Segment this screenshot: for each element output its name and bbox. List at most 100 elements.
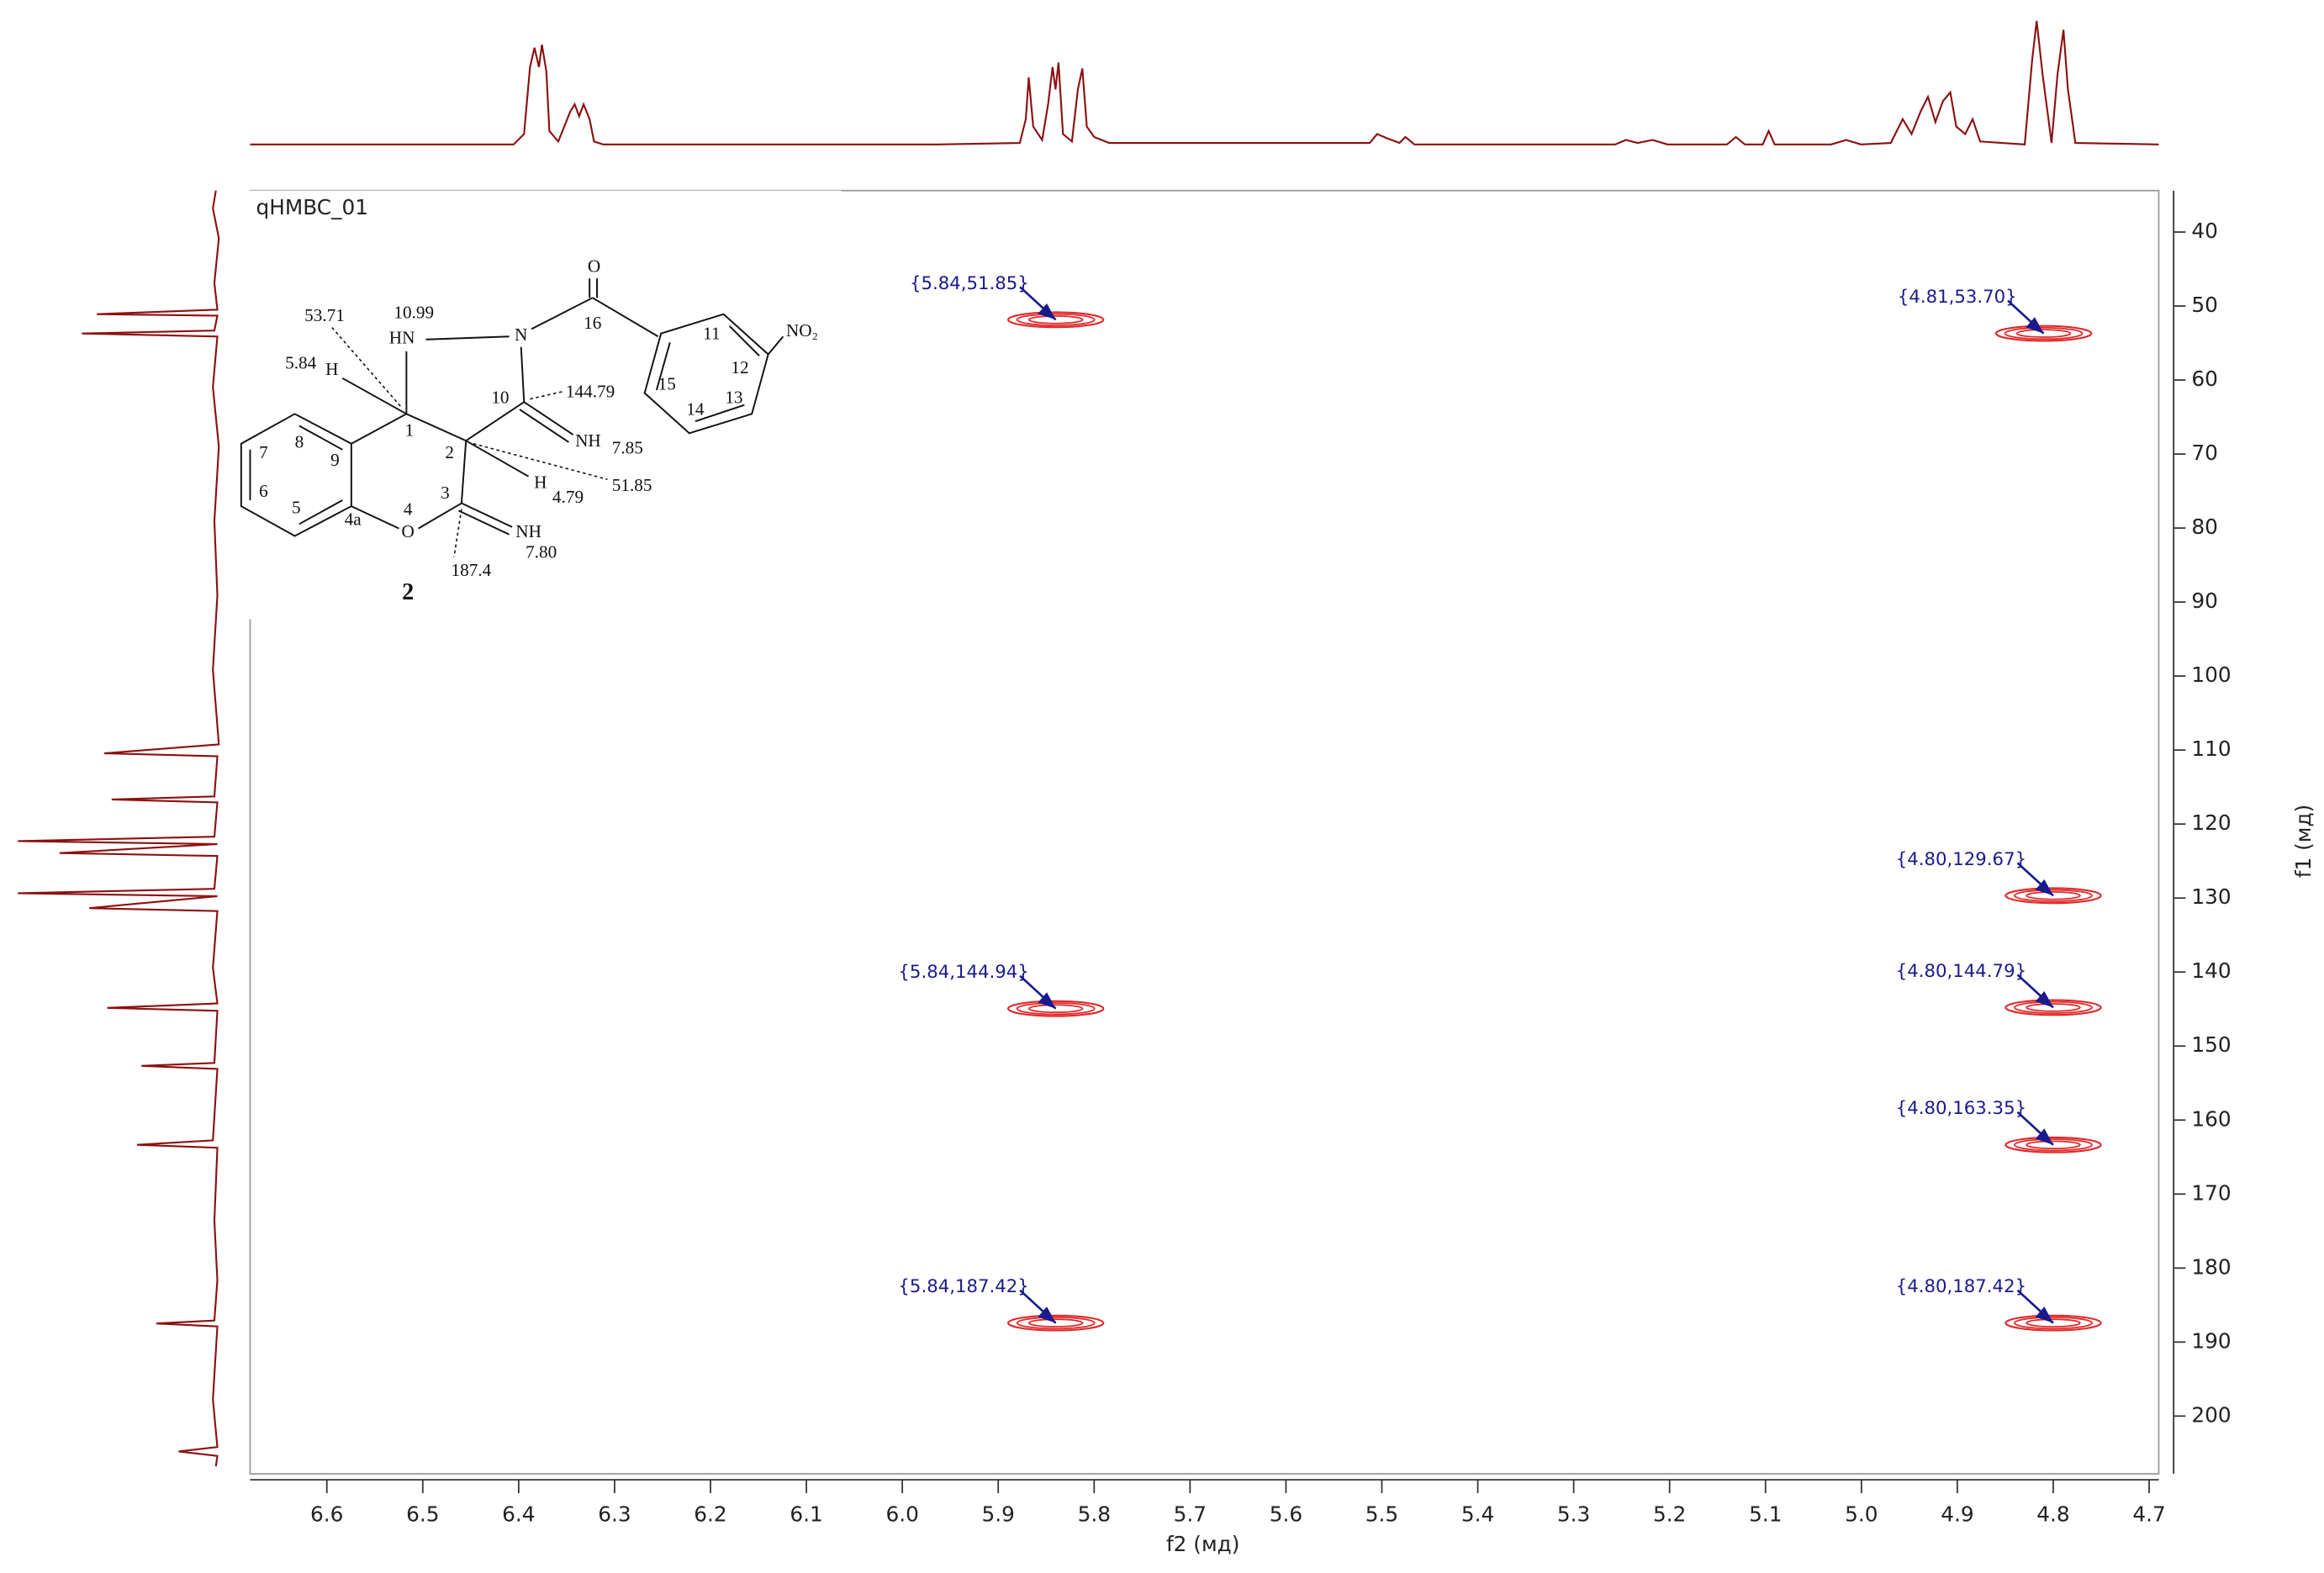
shift-label: 144.79 — [566, 381, 615, 401]
left-projection — [18, 190, 220, 1467]
atom-number: 4 — [404, 499, 413, 519]
bond — [425, 335, 510, 340]
x-tick-label: 6.4 — [502, 1502, 535, 1527]
bond — [531, 297, 594, 330]
bond — [695, 404, 745, 423]
y-tick-label: 70 — [2191, 441, 2218, 465]
cross-peak — [1006, 311, 1105, 329]
bond — [351, 505, 399, 530]
y-tick-label: 170 — [2191, 1180, 2231, 1205]
x-tick-label: 4.9 — [1941, 1502, 1973, 1527]
y-tick-label: 160 — [2191, 1106, 2231, 1131]
plot-frame — [249, 189, 2160, 1475]
compound-number: 2 — [402, 579, 414, 605]
hmbc-correlation — [473, 442, 608, 480]
atom-number: 5 — [292, 498, 301, 518]
bond — [298, 499, 343, 525]
shift-label: 7.80 — [526, 542, 557, 562]
cross-peak-contour — [1027, 1318, 1084, 1328]
cross-peak — [2004, 1136, 2102, 1153]
y-axis-label: f1 (мд) — [2291, 805, 2316, 878]
x-tick-label: 6.3 — [598, 1502, 631, 1527]
atom-label: NO₂ — [786, 320, 818, 340]
cross-peak-contour — [2004, 326, 2084, 340]
y-tick-label: 190 — [2191, 1328, 2231, 1353]
y-tick-label: 200 — [2191, 1402, 2231, 1427]
x-tick-label: 5.4 — [1461, 1502, 1494, 1527]
atom-label: O — [588, 256, 600, 277]
atom-label: H — [325, 359, 338, 379]
cross-peak-contour — [2026, 1003, 2081, 1012]
peak-label: {5.84,51.85} — [910, 273, 1029, 294]
cross-peak — [2004, 887, 2102, 905]
y-tick-label: 60 — [2191, 367, 2218, 391]
x-tick-label: 5.0 — [1845, 1502, 1878, 1527]
y-tick-label: 80 — [2191, 515, 2218, 539]
x-tick-label: 6.6 — [310, 1502, 343, 1527]
cross-peak-contour — [1027, 314, 1084, 325]
x-tick-label: 5.7 — [1174, 1502, 1207, 1527]
cross-peak — [1006, 1000, 1105, 1017]
y-tick-label: 130 — [2191, 884, 2231, 909]
peak-label: {4.81,53.70} — [1898, 287, 2017, 308]
cross-peak-contour — [2014, 1138, 2093, 1152]
peak-label: {4.80,144.79} — [1896, 961, 2026, 982]
atom-number: 6 — [259, 481, 268, 501]
peak-pointer-head — [2035, 879, 2053, 896]
y-tick-label: 120 — [2191, 810, 2231, 835]
peak-pointer-head — [2035, 1306, 2053, 1323]
atom-number: 10 — [491, 387, 509, 407]
cross-peak-contour — [2014, 1317, 2093, 1330]
atom-number: 15 — [658, 374, 676, 394]
atom-number: 4a — [345, 509, 362, 530]
bond — [655, 342, 671, 391]
atom-number: 3 — [441, 483, 450, 503]
cross-peak — [1994, 325, 2093, 342]
peak-label: {5.84,144.94} — [898, 962, 1028, 983]
x-axis-label: f2 (мд) — [1166, 1532, 1239, 1556]
peak-pointer-head — [1038, 1306, 1056, 1323]
shift-label: 7.85 — [612, 438, 643, 458]
y-tick-label: 50 — [2191, 293, 2218, 317]
x-tick-label: 4.7 — [2132, 1502, 2165, 1527]
cross-peak-contour — [2014, 1000, 2093, 1014]
cross-peak-contour — [1016, 1002, 1096, 1016]
shift-label: 187.4 — [452, 560, 492, 580]
bond — [767, 335, 784, 356]
bond — [298, 425, 343, 451]
cross-peak-contour — [1016, 1317, 1096, 1330]
shift-label: 5.84 — [285, 353, 317, 373]
x-tick-label: 5.1 — [1749, 1502, 1782, 1527]
peak-pointer-head — [2035, 1128, 2053, 1145]
y-tick-label: 100 — [2191, 662, 2231, 687]
y-tick-label: 90 — [2191, 589, 2218, 613]
x-tick-label: 6.1 — [790, 1502, 822, 1527]
structure-background — [238, 190, 842, 620]
bond — [457, 509, 510, 536]
atom-number: 14 — [686, 399, 705, 420]
atom-number: 13 — [725, 387, 742, 407]
hmbc-correlation — [453, 509, 462, 557]
bond — [592, 297, 659, 338]
atom-number: 16 — [584, 313, 601, 333]
y-tick-label: 150 — [2191, 1032, 2231, 1057]
x-tick-label: 6.5 — [406, 1502, 439, 1527]
peak-label: {4.80,187.42} — [1896, 1276, 2026, 1297]
peak-label: {4.80,163.35} — [1896, 1098, 2026, 1119]
peak-pointer-head — [2035, 990, 2053, 1008]
x-tick-label: 5.8 — [1078, 1502, 1111, 1527]
atom-label: NH — [575, 430, 601, 451]
peak-pointer-head — [2026, 317, 2044, 334]
cross-peak-contour — [2014, 889, 2093, 902]
shift-label: 10.99 — [393, 303, 434, 323]
peak-label: {5.84,187.42} — [898, 1276, 1028, 1297]
bond — [465, 401, 525, 441]
bond — [341, 377, 407, 415]
cross-peak-contour — [2026, 1318, 2081, 1328]
cross-peak — [2004, 999, 2102, 1016]
x-tick-label: 5.2 — [1653, 1502, 1686, 1527]
cross-peak-contour — [2026, 890, 2081, 900]
bond — [728, 325, 760, 356]
